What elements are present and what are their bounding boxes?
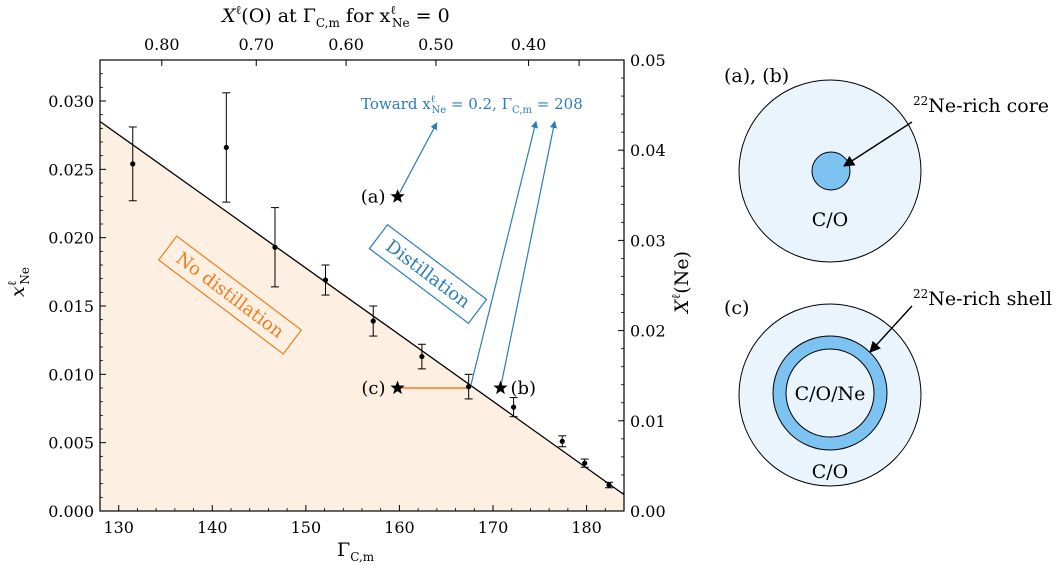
shell-co-label: C/O (812, 461, 849, 483)
y-tick-label-1: 0.005 (48, 434, 94, 453)
distillation-label-box: Distillation (368, 223, 488, 325)
core-co-label: C/O (812, 209, 849, 231)
top-tick-label-4: 0.40 (511, 35, 547, 54)
x-tick-label-1: 140 (197, 518, 228, 537)
y-axis-title-left: xℓNe (5, 267, 32, 297)
y2-tick-label-3: 0.03 (630, 231, 666, 250)
svg-text:xℓNe: xℓNe (5, 267, 32, 297)
y2-tick-label-4: 0.04 (630, 141, 666, 160)
top-tick-label-3: 0.50 (418, 35, 454, 54)
boundary-line (99, 120, 625, 496)
star-marker-0 (390, 189, 405, 203)
diagram-core-label: (a), (b) (724, 65, 789, 87)
core-pointer-arrow (843, 121, 913, 167)
diagram-shell: (c) C/O/Ne C/O 22Ne-rich shell (724, 287, 1052, 487)
data-point-1 (223, 144, 229, 151)
x-tick-label-5: 180 (571, 518, 602, 537)
y-axis-title-right: Xℓ(Ne) (669, 251, 693, 315)
boundary-line-segment (99, 120, 625, 496)
star-label-2: (c) (361, 378, 385, 399)
data-point-9 (582, 460, 588, 466)
core-annotation: 22Ne-rich core (913, 94, 1049, 117)
x-axis-title-bottom: ΓC,m (337, 539, 375, 564)
y-tick-label-4: 0.020 (48, 229, 94, 248)
no-distillation-region (100, 121, 624, 511)
star-markers: (a) (b) (c) (361, 187, 536, 399)
data-point-0 (130, 161, 136, 167)
star-marker-1 (493, 380, 508, 395)
diagram-core: (a), (b) C/O 22Ne-rich core (724, 65, 1049, 263)
star-label-0: (a) (361, 187, 386, 208)
diagram-shell-label: (c) (724, 297, 749, 319)
blue-arrow-1 (469, 120, 538, 387)
shell-pointer-arrow (869, 305, 913, 353)
x-tick-label-0: 130 (103, 518, 134, 537)
y2-tick-label-1: 0.01 (630, 412, 666, 431)
data-points (130, 144, 612, 488)
data-point-7 (510, 404, 517, 410)
y2-tick-label-0: 0.00 (630, 502, 666, 521)
y-tick-label-5: 0.025 (48, 160, 94, 179)
x-axis-title-top: Xℓ(O) at ΓC,m for xℓ Ne = 0 (220, 3, 450, 30)
x-tick-label-4: 170 (478, 518, 509, 537)
distillation-arrows (397, 120, 557, 389)
top-tick-label-0: 0.80 (144, 35, 180, 54)
svg-text:Xℓ(Ne): Xℓ(Ne) (669, 251, 693, 315)
ne-rich-core (811, 151, 851, 191)
data-point-6 (466, 384, 472, 390)
y-tick-label-0: 0.000 (48, 502, 94, 521)
y2-tick-label-2: 0.02 (630, 322, 666, 341)
data-point-10 (606, 482, 612, 488)
y-tick-label-6: 0.030 (48, 92, 94, 111)
shell-inner-region (785, 348, 875, 438)
data-point-4 (370, 318, 376, 324)
y-tick-label-3: 0.015 (48, 297, 94, 316)
distillation-label: Distillation (381, 236, 474, 313)
y-tick-label-2: 0.010 (48, 365, 94, 384)
no-distillation-fill (100, 121, 624, 511)
y2-tick-label-5: 0.05 (630, 51, 666, 70)
data-point-5 (419, 353, 425, 360)
blue-arrow-0 (397, 122, 438, 197)
star-marker-2 (390, 380, 405, 395)
x-tick-label-2: 150 (291, 518, 322, 537)
toward-label: Toward xℓ Ne = 0.2, ΓC,m = 208 (361, 94, 583, 116)
star-label-1: (b) (510, 378, 536, 399)
data-point-8 (559, 438, 565, 444)
data-point-3 (322, 277, 329, 283)
top-tick-label-1: 0.70 (238, 35, 274, 54)
data-point-2 (272, 244, 278, 250)
shell-cone-label: C/O/Ne (795, 383, 866, 405)
top-tick-label-2: 0.60 (328, 35, 364, 54)
x-tick-label-3: 160 (384, 518, 415, 537)
blue-arrow-2 (499, 120, 557, 389)
axis-ticks: 130 140 150 160 170 180 0.000 0.005 0.010 0.015 0.… (48, 35, 665, 537)
shell-annotation: 22Ne-rich shell (913, 287, 1052, 310)
